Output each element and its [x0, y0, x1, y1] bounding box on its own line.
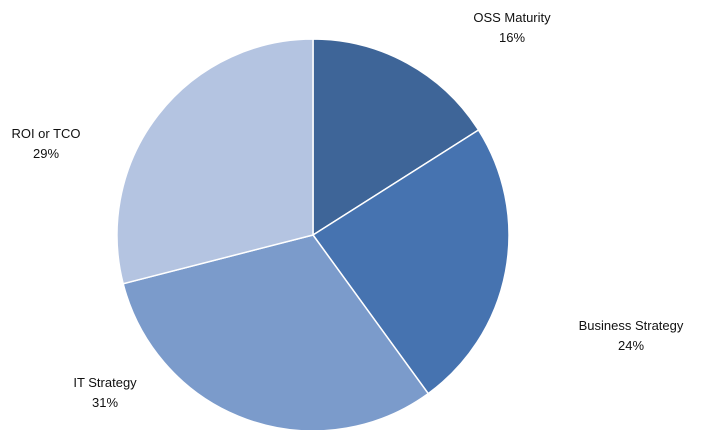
pie-slice-oss-maturity: [312, 38, 480, 237]
pie-labels: OSS Maturity 16% Business Strategy 24% IT St…: [11, 10, 683, 410]
slice-label-roi-or-tco: ROI or TCO: [11, 126, 80, 141]
pie-slices: [116, 38, 510, 430]
slice-label-business-strategy: Business Strategy: [579, 318, 684, 333]
slice-value-oss-maturity: 16%: [499, 30, 525, 45]
pie-slice-it-strategy: [122, 234, 430, 430]
pie-slice-business-strategy: [311, 128, 510, 395]
pie-slice-roi-or-tco: [116, 38, 314, 285]
slice-value-it-strategy: 31%: [92, 395, 118, 410]
slice-value-roi-or-tco: 29%: [33, 146, 59, 161]
slice-value-business-strategy: 24%: [618, 338, 644, 353]
slice-label-it-strategy: IT Strategy: [73, 375, 137, 390]
slice-label-oss-maturity: OSS Maturity: [473, 10, 551, 25]
